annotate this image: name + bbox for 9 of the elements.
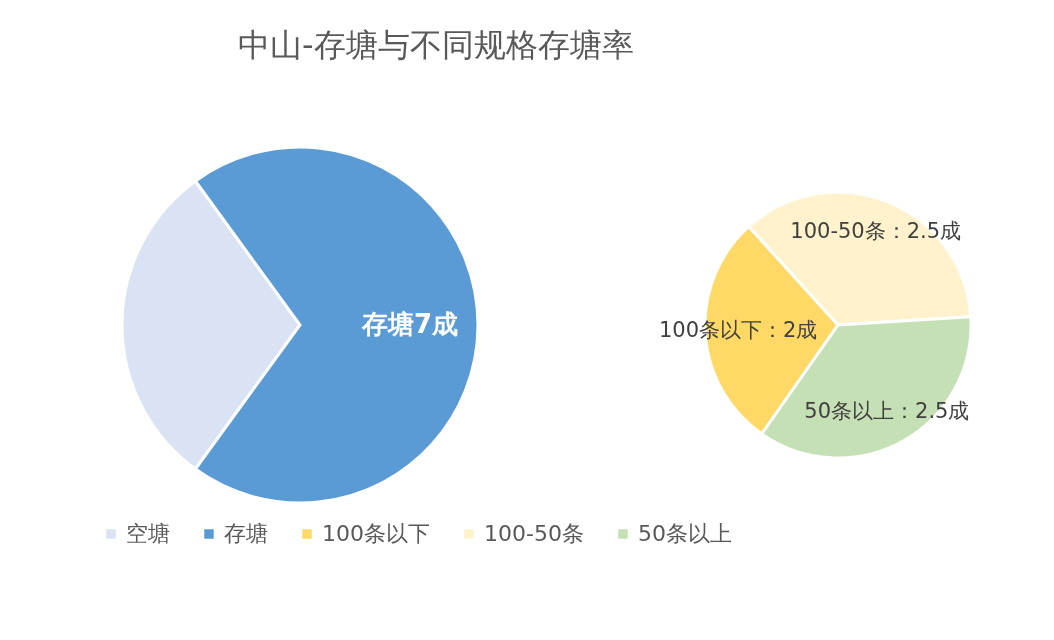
legend-label: 100-50条 <box>484 521 584 546</box>
legend-label: 存塘 <box>224 521 268 546</box>
legend-label: 50条以上 <box>638 521 732 546</box>
data-label: 100-50条：2.5成 <box>790 219 962 244</box>
legend-label: 空塘 <box>126 521 170 546</box>
data-label: 50条以上：2.5成 <box>804 399 970 424</box>
data-label: 存塘7成 <box>360 309 459 339</box>
chart-title: 中山-存塘与不同规格存塘率 <box>238 26 634 64</box>
legend-label: 100条以下 <box>322 521 430 546</box>
